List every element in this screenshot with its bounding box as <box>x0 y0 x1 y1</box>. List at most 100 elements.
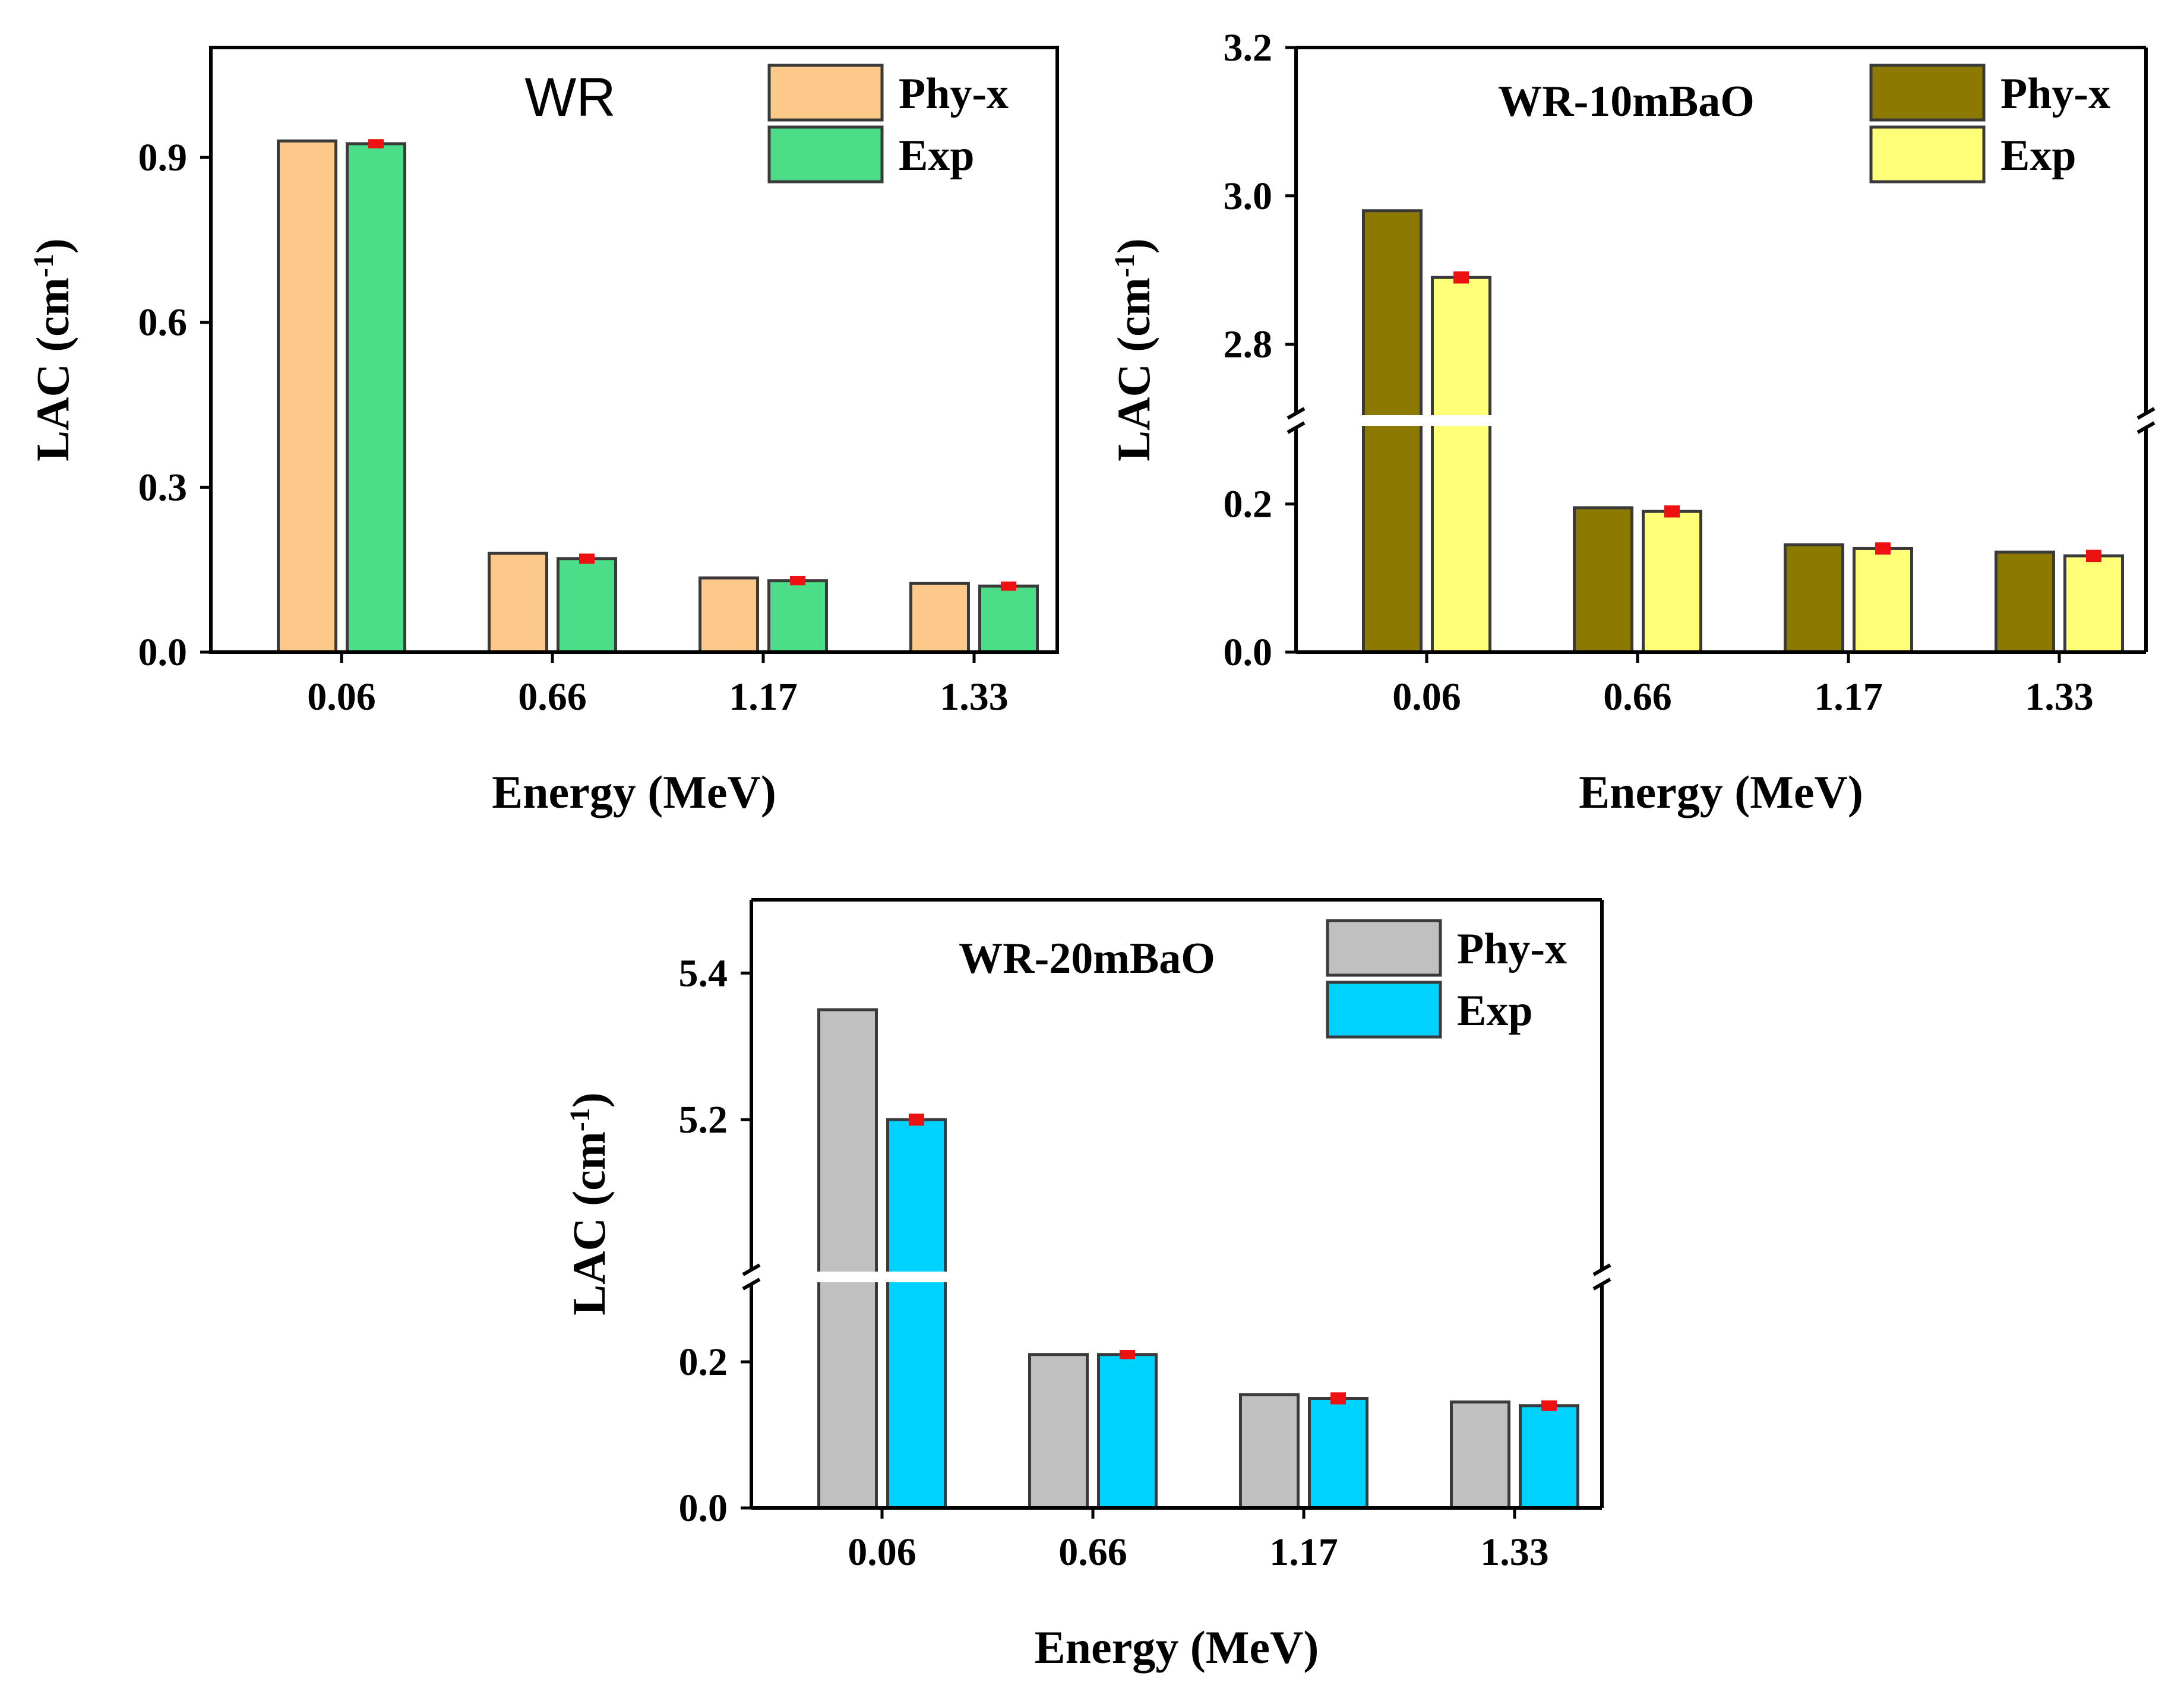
y-tick-label: 2.8 <box>1224 323 1273 366</box>
x-tick-label: 1.33 <box>940 675 1009 719</box>
y-tick-label: 0.0 <box>1224 631 1273 674</box>
error-bar-0.06 <box>1453 271 1469 284</box>
x-tick-label: 0.66 <box>1058 1531 1127 1574</box>
x-tick-label: 1.33 <box>2025 675 2094 719</box>
y-tick-label: 3.0 <box>1224 175 1273 218</box>
legend-swatch-phy-x <box>767 64 884 122</box>
x-tick-label: 0.66 <box>1603 675 1672 719</box>
y-axis-label-close: ) <box>563 1092 615 1108</box>
legend-label-exp: Exp <box>1457 986 1533 1035</box>
x-tick-label: 1.33 <box>1480 1531 1549 1574</box>
chart-panel-3: 0.0 0.2 5.2 5.4 0.06 0.66 1.17 1.33 Energy (MeV)… <box>563 898 1611 1673</box>
chart-panel-1: 0.0 0.3 0.6 0.9 0.06 0.66 1.17 1.33 Energy (MeV)… <box>27 46 1059 818</box>
y-tick-label: 0.2 <box>679 1340 728 1384</box>
legend: Phy-x Exp <box>1869 64 2110 184</box>
y-axis-label-superscript: -1 <box>564 1108 596 1131</box>
y-tick-label: 0.0 <box>138 631 188 674</box>
error-bar-0.06 <box>368 139 384 148</box>
legend-label-phy-x: Phy-x <box>1457 925 1567 973</box>
axis-break-band <box>1294 415 2148 426</box>
error-bar-1.17 <box>790 576 805 586</box>
bar-exp-1.33 <box>978 584 1039 654</box>
bar-exp-0.06 <box>1431 276 1491 654</box>
bar-phy-x-0.66 <box>1028 1353 1089 1510</box>
chart-title: WR-20mBaO <box>959 934 1215 983</box>
bar-exp-1.17 <box>1853 546 1913 654</box>
bar-phy-x-1.17 <box>1239 1393 1300 1510</box>
bar-phy-x-1.33 <box>909 581 970 654</box>
legend-swatch-exp <box>1869 125 1986 184</box>
y-axis-label-close: ) <box>27 238 78 254</box>
y-tick-label: 5.4 <box>679 951 728 995</box>
x-tick-label: 0.06 <box>307 675 376 719</box>
error-bar-1.33 <box>1541 1400 1557 1411</box>
y-tick-label: 5.2 <box>679 1098 728 1142</box>
bar-phy-x-0.66 <box>1573 506 1633 654</box>
x-axis-label: Energy (MeV) <box>1579 766 1863 818</box>
y-axis-label-superscript: -1 <box>28 254 59 277</box>
axis-break-band <box>749 1272 1604 1282</box>
error-bar-0.06 <box>909 1114 924 1126</box>
y-axis-label-close: ) <box>1108 238 1159 254</box>
legend: Phy-x Exp <box>767 64 1009 184</box>
y-axis-label-main: LAC (cm <box>563 1131 615 1316</box>
bar-phy-x-0.06 <box>277 139 337 654</box>
bar-exp-0.06 <box>886 1118 947 1510</box>
error-bar-0.66 <box>1664 505 1680 518</box>
bar-exp-1.17 <box>1308 1397 1368 1510</box>
y-tick-label: 3.2 <box>1224 26 1273 69</box>
y-axis-label: LAC (cm-1) <box>1108 238 1159 461</box>
plot-frame <box>209 46 1059 654</box>
error-bar-1.17 <box>1875 542 1891 555</box>
legend-label-phy-x: Phy-x <box>899 69 1009 118</box>
legend-label-exp: Exp <box>899 131 975 180</box>
y-tick-label: 0.6 <box>138 301 188 344</box>
bar-phy-x-0.66 <box>488 551 548 654</box>
bar-phy-x-0.06 <box>1362 209 1423 654</box>
y-tick-label: 0.2 <box>1224 483 1273 526</box>
y-axis-label: LAC (cm-1) <box>563 1092 615 1316</box>
error-bar-1.17 <box>1330 1392 1346 1405</box>
y-axis-label-superscript: -1 <box>1109 254 1140 277</box>
legend-swatch-exp <box>767 125 884 184</box>
bar-phy-x-1.33 <box>1995 551 2055 654</box>
legend-label-exp: Exp <box>2000 131 2076 180</box>
legend-swatch-exp <box>1326 981 1442 1039</box>
legend: Phy-x Exp <box>1326 919 1567 1039</box>
x-tick-label: 0.06 <box>1392 675 1461 719</box>
bar-exp-0.06 <box>346 142 406 654</box>
error-bar-0.66 <box>1120 1350 1135 1359</box>
bar-phy-x-1.17 <box>698 576 759 654</box>
chart-title: WR-10mBaO <box>1498 77 1755 126</box>
legend-swatch-phy-x <box>1869 64 1986 122</box>
y-tick-label: 0.9 <box>138 136 188 179</box>
chart-title: WR <box>524 67 615 128</box>
bar-phy-x-0.06 <box>817 1008 878 1510</box>
y-tick-label: 0.0 <box>679 1487 728 1530</box>
x-axis-label: Energy (MeV) <box>492 766 776 818</box>
legend-swatch-phy-x <box>1326 919 1442 977</box>
bar-exp-1.17 <box>767 579 828 654</box>
bar-exp-0.66 <box>557 557 617 654</box>
x-tick-label: 1.17 <box>1814 675 1883 719</box>
x-tick-label: 0.66 <box>518 675 587 719</box>
bar-exp-0.66 <box>1642 510 1702 654</box>
x-tick-label: 0.06 <box>848 1531 916 1574</box>
bar-phy-x-1.33 <box>1450 1400 1510 1510</box>
chart-panel-2: 0.0 0.2 2.8 3.0 3.2 0.06 0.66 1.17 1.33 Energy (M… <box>1108 26 2155 818</box>
x-tick-label: 1.17 <box>729 675 798 719</box>
error-bar-0.66 <box>579 554 595 564</box>
y-axis-label-main: LAC (cm <box>1108 277 1159 461</box>
legend-label-phy-x: Phy-x <box>2000 69 2110 118</box>
bar-phy-x-1.17 <box>1784 543 1844 654</box>
x-tick-label: 1.17 <box>1269 1531 1338 1574</box>
error-bar-1.33 <box>2086 549 2101 562</box>
y-axis-label: LAC (cm-1) <box>27 238 78 461</box>
y-tick-label: 0.3 <box>138 466 188 509</box>
bar-exp-0.66 <box>1097 1353 1158 1510</box>
error-bar-1.33 <box>1001 581 1016 591</box>
bar-exp-1.33 <box>2063 554 2124 654</box>
x-axis-label: Energy (MeV) <box>1035 1621 1319 1673</box>
bar-exp-1.33 <box>1519 1404 1579 1510</box>
